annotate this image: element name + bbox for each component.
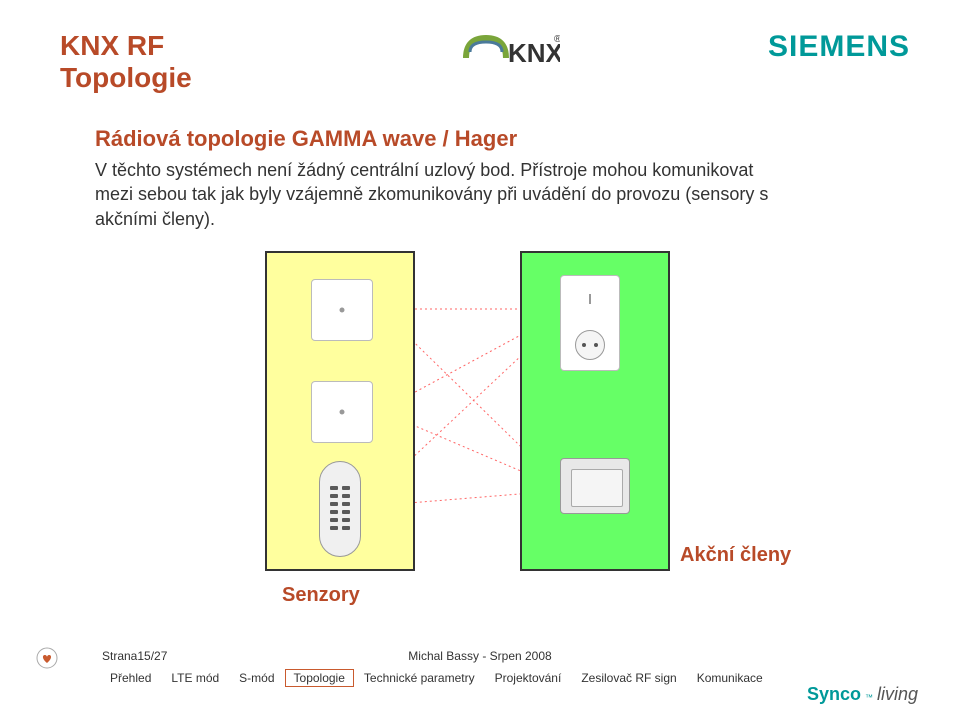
knx-text: KNX <box>508 38 560 68</box>
page-number: Strana15/27 <box>102 649 167 663</box>
socket-actuator <box>560 275 620 371</box>
footer-meta: Strana15/27 Michal Bassy - Srpen 2008 <box>40 649 920 669</box>
footer-tab[interactable]: Zesilovač RF sign <box>571 671 686 685</box>
footer: Strana15/27 Michal Bassy - Srpen 2008 Př… <box>0 649 960 717</box>
footer-brand: Synco ™ living <box>807 684 918 705</box>
footer-tab[interactable]: Topologie <box>285 669 354 687</box>
footer-tabs: PřehledLTE módS-módTopologieTechnické pa… <box>40 669 920 687</box>
author-date: Michal Bassy - Srpen 2008 <box>408 649 551 663</box>
living-text: living <box>877 684 918 705</box>
actuators-panel <box>520 251 670 571</box>
body-text: V těchto systémech není žádný centrální … <box>95 158 795 231</box>
footer-tab[interactable]: S-mód <box>229 671 284 685</box>
remote-control <box>319 461 361 557</box>
sensor-device-1 <box>311 279 373 341</box>
footer-tab[interactable]: LTE mód <box>161 671 229 685</box>
knx-logo: KNX ® <box>460 28 560 70</box>
diagram: Senzory Akční členy <box>0 251 960 631</box>
actuators-label: Akční členy <box>680 544 791 567</box>
svg-text:®: ® <box>554 34 560 45</box>
sensors-panel <box>265 251 415 571</box>
siemens-logo: SIEMENS <box>768 30 910 64</box>
knx-logo-icon: KNX ® <box>460 28 560 70</box>
footer-tab[interactable]: Technické parametry <box>354 671 485 685</box>
footer-tab[interactable]: Komunikace <box>687 671 773 685</box>
footer-tab[interactable]: Projektování <box>485 671 572 685</box>
subtitle: Rádiová topologie GAMMA wave / Hager <box>95 126 960 152</box>
connection-lines <box>0 251 960 631</box>
sensor-device-2 <box>311 381 373 443</box>
footer-tab[interactable]: Přehled <box>100 671 161 685</box>
synco-text: Synco <box>807 684 861 705</box>
sensors-label: Senzory <box>282 584 360 607</box>
module-actuator <box>560 458 630 514</box>
subheading-block: Rádiová topologie GAMMA wave / Hager V t… <box>95 126 960 231</box>
tm-text: ™ <box>865 693 873 702</box>
heart-icon <box>36 647 58 669</box>
header: KNX RF Topologie KNX ® SIEMENS <box>0 0 960 120</box>
